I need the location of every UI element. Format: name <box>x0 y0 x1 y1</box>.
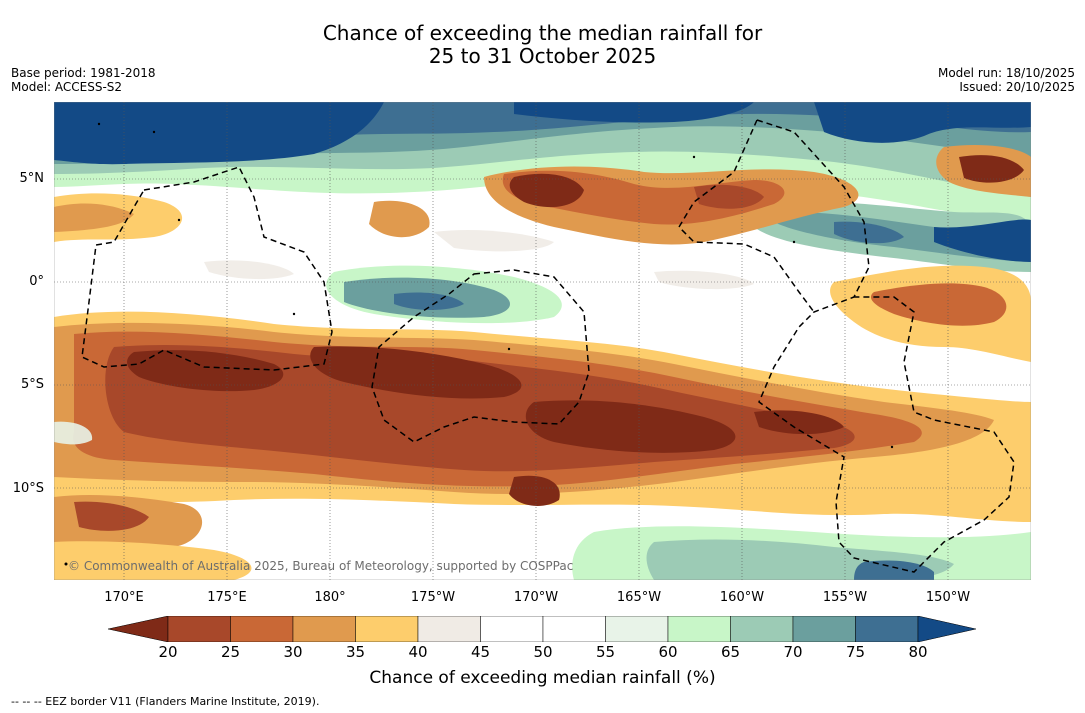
lat-label-10s: 10°S <box>12 481 44 496</box>
colorbar-bin-20-25 <box>167 616 231 642</box>
colorbar-tick-45: 45 <box>470 643 491 661</box>
island-dot <box>292 312 296 316</box>
colorbar-bin-60-65 <box>667 616 731 642</box>
lat-label-0: 0° <box>29 274 44 289</box>
lat-label-5n: 5°N <box>19 171 45 186</box>
sw-dry-patch-2 <box>54 541 252 580</box>
colorbar-bin-70-75 <box>792 616 856 642</box>
south-dry-core-2 <box>310 346 522 399</box>
map-title: Chance of exceeding the median rainfall … <box>0 22 1085 68</box>
copyright-credit: © Commonwealth of Australia 2025, Bureau… <box>68 559 574 573</box>
lon-label-170e: 170°E <box>104 590 144 605</box>
lon-label-180: 180° <box>314 590 346 605</box>
title-line-1: Chance of exceeding the median rainfall … <box>322 21 763 45</box>
island-dot <box>64 562 68 566</box>
eez-footnote: -- -- -- EEZ border V11 (Flanders Marine… <box>11 695 320 708</box>
east-dry-patch-inner <box>870 283 1007 326</box>
island-dot <box>792 240 796 244</box>
island-dot <box>152 130 156 134</box>
south-dry-core-1 <box>127 350 284 392</box>
colorbar-tick-25: 25 <box>220 643 241 661</box>
colorbar-tick-40: 40 <box>408 643 428 661</box>
lon-label-175w: 175°W <box>410 590 456 605</box>
base-period: Base period: 1981-2018 <box>11 66 156 80</box>
lat-label-5s: 5°S <box>20 377 44 392</box>
grey-band-2 <box>204 260 294 280</box>
model-run: Model run: 18/10/2025 <box>937 66 1075 80</box>
meta-left: Base period: 1981-2018 Model: ACCESS-S2 <box>11 66 156 94</box>
sw-dry-patch-core <box>74 501 149 531</box>
island-dot <box>692 155 696 159</box>
lon-label-175e: 175°E <box>207 590 247 605</box>
island-dot <box>507 347 511 351</box>
lon-label-160w: 160°W <box>719 590 765 605</box>
colorbar-tick-75: 75 <box>845 643 866 661</box>
colorbar-tick-50: 50 <box>533 643 553 661</box>
colorbar-extend-high <box>917 616 977 642</box>
eez-borders <box>81 119 1015 573</box>
island-dot <box>97 122 101 126</box>
grey-band-3 <box>654 270 754 290</box>
map-svg <box>54 102 1031 580</box>
eez-border-central <box>371 269 590 443</box>
south-dry-core-5 <box>754 410 844 435</box>
north-dry-core <box>509 173 584 208</box>
colorbar-tick-60: 60 <box>658 643 678 661</box>
grey-band-1 <box>434 230 554 252</box>
ne-blue-patch-core-2 <box>834 221 904 244</box>
south-dry-core-3 <box>525 400 736 453</box>
colorbar-bin-65-70 <box>730 616 794 642</box>
colorbar-bin-25-30 <box>230 616 294 642</box>
island-markers <box>64 122 894 566</box>
ne-blue-patch-core <box>934 219 1031 262</box>
graticule <box>54 102 1031 580</box>
island-dot <box>177 218 181 222</box>
colorbar-bin-30-35 <box>292 616 356 642</box>
equator-blue-core <box>394 292 464 310</box>
colorbar <box>108 616 977 642</box>
colorbar-bin-75-80 <box>855 616 919 642</box>
west-dry-patch-inner <box>54 203 134 232</box>
model-name: Model: ACCESS-S2 <box>11 80 123 94</box>
colorbar-tick-80: 80 <box>908 643 928 661</box>
lon-label-170w: 170°W <box>513 590 559 605</box>
grey-band-4 <box>54 421 93 445</box>
colorbar-tick-55: 55 <box>595 643 616 661</box>
title-line-2: 25 to 31 October 2025 <box>428 44 657 68</box>
south-dry-core-4 <box>509 475 560 506</box>
eez-border-east-2 <box>678 119 815 313</box>
colorbar-bin-50-55 <box>542 616 606 642</box>
colorbar-bin-35-40 <box>355 616 419 642</box>
colorbar-bin-40-45 <box>417 616 481 642</box>
lon-label-165w: 165°W <box>616 590 662 605</box>
colorbar-tick-20: 20 <box>158 643 178 661</box>
colorbar-bin-55-60 <box>605 616 669 642</box>
colorbar-tick-65: 65 <box>720 643 741 661</box>
ne-red-core <box>959 155 1024 183</box>
lon-label-150w: 150°W <box>925 590 971 605</box>
eez-border-west <box>81 166 333 371</box>
north-band-darkblue-3 <box>814 102 1031 143</box>
eez-border-east <box>756 119 1015 573</box>
lon-label-155w: 155°W <box>822 590 868 605</box>
colorbar-label: Chance of exceeding median rainfall (%) <box>369 668 716 688</box>
colorbar-bin-45-50 <box>480 616 544 642</box>
north-band-darkblue-2 <box>514 102 754 123</box>
island-dot <box>890 445 894 449</box>
issued-date: Issued: 20/10/2025 <box>959 80 1075 94</box>
north-dry-core-2 <box>694 184 764 209</box>
rainfall-map <box>54 102 1031 580</box>
north-band-darkblue <box>54 102 384 165</box>
meta-right: Model run: 18/10/2025 Issued: 20/10/2025 <box>938 66 1075 94</box>
colorbar-extend-low <box>108 616 169 642</box>
colorbar-tick-35: 35 <box>345 643 366 661</box>
colorbar-tick-70: 70 <box>783 643 803 661</box>
west-dry-patch-2 <box>369 200 430 238</box>
se-blue-patch <box>854 560 934 580</box>
colorbar-tick-30: 30 <box>283 643 303 661</box>
